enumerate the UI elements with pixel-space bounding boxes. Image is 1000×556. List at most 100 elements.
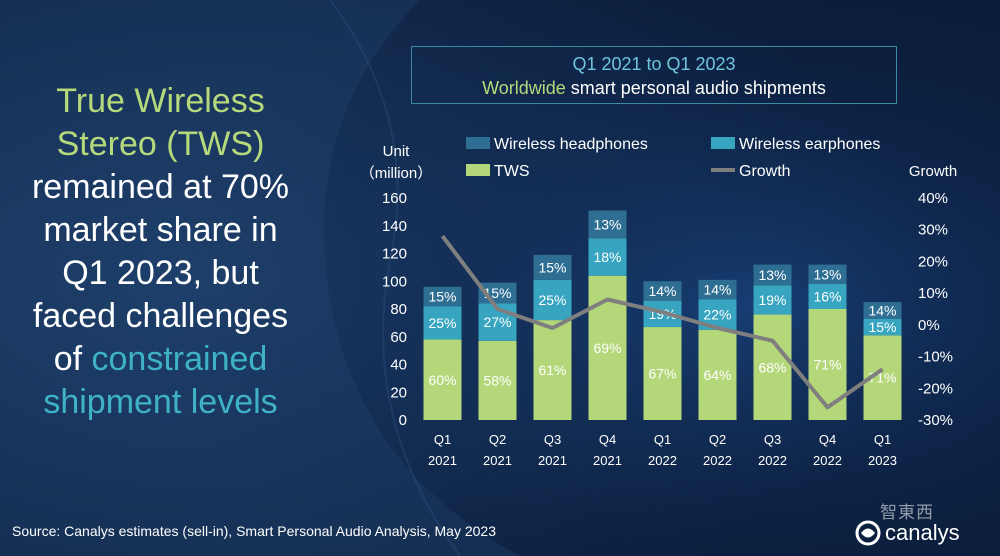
legend-swatch-tws <box>466 164 490 176</box>
legend-label: Wireless headphones <box>494 136 648 153</box>
bar-segment-tws <box>423 339 462 420</box>
canalys-swirl-icon <box>855 520 881 546</box>
bar-segment-wireless-headphones <box>698 279 737 300</box>
y-tick-label: 0 <box>399 412 407 429</box>
bar-segment-wireless-earphones <box>863 318 902 336</box>
y2-tick-label: -10% <box>918 349 953 366</box>
legend-label: Wireless earphones <box>739 136 880 153</box>
bar-data-label: 22% <box>703 307 731 323</box>
bar-segment-wireless-earphones <box>753 285 792 315</box>
y-axis-title: Unit <box>383 143 411 160</box>
bar-segment-tws <box>533 320 572 420</box>
bar-segment-wireless-headphones <box>423 286 462 307</box>
x-tick-label-year: 2021 <box>538 453 567 468</box>
y-tick-label: 120 <box>382 246 407 263</box>
bar-data-label: 58% <box>483 372 511 388</box>
bar-data-label: 71% <box>813 357 841 373</box>
bar-segment-tws <box>808 309 847 420</box>
bar-data-label: 27% <box>483 314 511 330</box>
bar-segment-wireless-headphones <box>588 210 627 239</box>
headline-emphasis: constrained shipment levels <box>43 340 278 421</box>
bar-data-label: 14% <box>648 283 676 299</box>
bar-data-label: 15% <box>868 319 896 335</box>
decorative-swoosh <box>0 0 520 556</box>
source-note: Source: Canalys estimates (sell-in), Sma… <box>12 523 496 539</box>
bar-segment-tws <box>698 329 737 420</box>
bar-data-label: 18% <box>593 249 621 265</box>
bar-data-label: 13% <box>758 267 786 283</box>
bar-segment-wireless-headphones <box>808 264 847 285</box>
bar-data-label: 13% <box>593 216 621 232</box>
chart-title-period: Q1 2021 to Q1 2023 <box>572 54 736 74</box>
y-tick-label: 160 <box>382 190 407 207</box>
y-tick-label: 80 <box>390 301 407 318</box>
x-tick-label-year: 2022 <box>813 453 842 468</box>
y2-tick-label: 20% <box>918 253 948 270</box>
bar-data-label: 15% <box>538 259 566 275</box>
y2-tick-label: 40% <box>918 190 948 207</box>
legend-swatch-wireless-headphones <box>466 137 490 149</box>
x-tick-label-quarter: Q4 <box>599 432 616 447</box>
y2-axis-title: Growth <box>909 163 957 180</box>
headline-highlight: True Wireless Stereo (TWS) <box>56 82 265 163</box>
x-tick-label-year: 2021 <box>483 453 512 468</box>
x-tick-label-quarter: Q1 <box>434 432 451 447</box>
y-tick-label: 20 <box>390 384 407 401</box>
chart-title-box: Q1 2021 to Q1 2023 Worldwide smart perso… <box>411 46 897 104</box>
headline-body: remained at 70% market share in Q1 2023,… <box>31 168 290 378</box>
y2-tick-label: -30% <box>918 412 953 429</box>
bar-data-label: 25% <box>538 292 566 308</box>
x-tick-label-year: 2023 <box>868 453 897 468</box>
bar-data-label: 14% <box>703 282 731 298</box>
x-tick-label-year: 2022 <box>758 453 787 468</box>
bar-segment-wireless-earphones <box>533 279 572 321</box>
x-tick-label-quarter: Q4 <box>819 432 836 447</box>
y-axis-title-unit: （million） <box>360 165 433 182</box>
bar-data-label: 68% <box>758 359 786 375</box>
y2-tick-label: 10% <box>918 285 948 302</box>
legend-label: TWS <box>494 163 530 180</box>
bar-segment-wireless-earphones <box>808 284 847 309</box>
y-tick-label: 140 <box>382 218 407 235</box>
x-tick-label-quarter: Q2 <box>489 432 506 447</box>
y2-tick-label: -20% <box>918 380 953 397</box>
x-tick-label-year: 2021 <box>428 453 457 468</box>
bar-segment-wireless-headphones <box>533 254 572 280</box>
y2-tick-label: 0% <box>918 317 940 334</box>
logo-text: canalys <box>885 520 960 545</box>
watermark: 智東西 <box>880 503 934 522</box>
bar-data-label: 13% <box>813 266 841 282</box>
bar-segment-tws <box>478 340 517 420</box>
y-tick-label: 40 <box>390 357 407 374</box>
x-tick-label-quarter: Q2 <box>709 432 726 447</box>
x-tick-label-quarter: Q1 <box>874 432 891 447</box>
y-tick-label: 60 <box>390 329 407 346</box>
x-tick-label-quarter: Q1 <box>654 432 671 447</box>
chart-title-subject: Worldwide smart personal audio shipments <box>412 78 896 99</box>
x-tick-label-year: 2022 <box>648 453 677 468</box>
y2-tick-label: 30% <box>918 222 948 239</box>
bar-segment-tws <box>643 327 682 420</box>
bar-segment-wireless-headphones <box>753 264 792 286</box>
x-tick-label-year: 2022 <box>703 453 732 468</box>
canalys-logo: canalys <box>855 520 960 546</box>
legend-swatch-wireless-earphones <box>711 137 735 149</box>
bar-segment-wireless-headphones <box>863 302 902 319</box>
headline: True Wireless Stereo (TWS) remained at 7… <box>18 80 303 424</box>
bar-data-label: 61% <box>538 362 566 378</box>
y-tick-label: 100 <box>382 273 407 290</box>
bar-data-label: 64% <box>703 367 731 383</box>
x-tick-label-quarter: Q3 <box>544 432 561 447</box>
bar-segment-tws <box>753 314 792 420</box>
bar-data-label: 14% <box>868 302 896 318</box>
bar-data-label: 19% <box>758 292 786 308</box>
chart-title-rest: smart personal audio shipments <box>570 78 826 98</box>
bar-data-label: 25% <box>428 315 456 331</box>
legend-label: Growth <box>739 163 791 180</box>
bar-segment-wireless-earphones <box>423 306 462 340</box>
bar-data-label: 67% <box>648 366 676 382</box>
bar-data-label: 69% <box>593 340 621 356</box>
bar-data-label: 60% <box>428 372 456 388</box>
x-tick-label-quarter: Q3 <box>764 432 781 447</box>
